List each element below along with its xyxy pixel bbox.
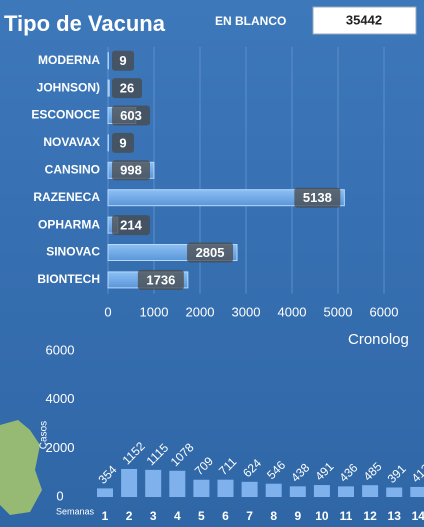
y-tick-label: 0 (56, 488, 63, 503)
value-label-box (137, 269, 184, 290)
value-label-box (112, 160, 150, 181)
value-label: 5138 (303, 190, 332, 205)
bar (410, 486, 424, 497)
y-axis-label: Casos (39, 421, 50, 449)
chart-title: Tipo de Vacuna (4, 11, 166, 36)
value-label-box (112, 50, 134, 71)
value-label: 214 (120, 218, 142, 233)
blank-value: 35442 (346, 12, 382, 27)
value-label: 9 (119, 53, 126, 68)
bar (107, 79, 110, 97)
y-tick-label: NOVAVAX (43, 135, 100, 149)
bar (289, 486, 306, 497)
bar (121, 468, 138, 497)
x-tick-label: 3000 (232, 304, 261, 319)
bar (386, 487, 403, 497)
x-tick-label: 8 (270, 509, 277, 523)
x-tick-label: 14 (412, 509, 424, 523)
value-label-box (112, 215, 150, 236)
map-shape (0, 420, 42, 515)
x-tick-label: 13 (388, 509, 402, 523)
value-label: 2805 (196, 245, 225, 260)
value-label: 26 (120, 81, 134, 96)
bar (145, 469, 162, 497)
bar (313, 485, 330, 497)
value-label-box (112, 78, 142, 99)
x-tick-label: 10 (315, 509, 329, 523)
blank-label: EN BLANCO (215, 14, 286, 28)
value-label-box (294, 187, 341, 208)
y-tick-label: MODERNA (38, 53, 100, 67)
y-tick-label: ESCONOCE (31, 108, 100, 122)
blank-box (312, 6, 417, 35)
chart-title-2: Cronolog (348, 331, 409, 348)
y-tick-label: RAZENECA (33, 190, 100, 204)
x-tick-label: 11 (340, 509, 353, 523)
bar (362, 485, 379, 497)
x-tick-label: 1000 (140, 304, 169, 319)
value-label-box (112, 132, 134, 153)
y-tick-label: CANSINO (45, 162, 100, 176)
value-label-box (187, 242, 234, 263)
x-tick-label: 12 (363, 509, 377, 523)
value-label: 1736 (146, 272, 175, 287)
x-tick-label: 7 (246, 509, 253, 523)
x-tick-label: 6000 (370, 304, 399, 319)
x-tick-label: 1 (102, 509, 109, 523)
bar (97, 488, 113, 497)
x-tick-label: 4000 (278, 304, 307, 319)
y-tick-label: OPHARMA (38, 217, 100, 231)
x-tick-label: 0 (104, 304, 111, 319)
bar (107, 189, 345, 207)
x-tick-label: 5 (198, 509, 205, 523)
x-tick-label: 5000 (324, 304, 353, 319)
y-tick-label: BIONTECH (37, 272, 100, 286)
x-tick-label: 3 (150, 509, 157, 523)
y-tick-label: 4000 (46, 391, 75, 406)
value-label: 998 (120, 163, 142, 178)
value-label-box (112, 105, 150, 126)
x-tick-label: 6 (222, 509, 229, 523)
value-label: 9 (119, 135, 126, 150)
value-label: 603 (120, 108, 142, 123)
bar (338, 486, 354, 497)
x-tick-label: 4 (174, 509, 181, 523)
y-tick-label: 6000 (46, 342, 75, 357)
x-tick-label: 9 (294, 509, 301, 523)
bar (217, 479, 234, 497)
x-tick-label: 2000 (186, 304, 215, 319)
x-axis-label: Semanas (56, 506, 95, 516)
x-tick-label: 2 (126, 509, 133, 523)
y-tick-label: SINOVAC (46, 245, 100, 259)
bar (241, 481, 258, 497)
y-tick-label: JOHNSON) (37, 80, 100, 94)
bar (169, 470, 186, 497)
bar (193, 479, 210, 497)
bar (265, 483, 282, 497)
y-tick-label: 2000 (46, 440, 75, 455)
